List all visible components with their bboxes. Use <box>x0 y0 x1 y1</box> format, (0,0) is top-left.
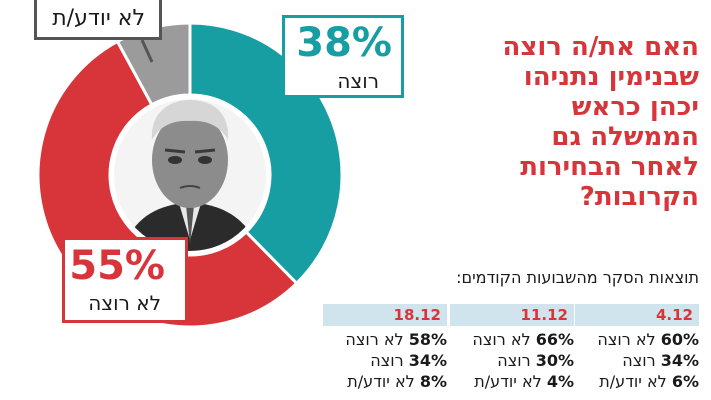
week-row: 4% לא יודע/ת <box>450 371 574 392</box>
callout-leader-want <box>260 54 286 82</box>
row-label: לא יודע/ת <box>347 372 415 391</box>
week-column: 4.12 60% לא רוצה 34% רוצה 6% לא יודע/ת <box>575 304 699 392</box>
week-row: 58% לא רוצה <box>323 329 447 350</box>
week-row: 34% רוצה <box>575 350 699 371</box>
week-date: 4.12 <box>575 304 699 326</box>
headline-line: הממשלה גם <box>551 122 699 152</box>
row-label: לא רוצה <box>345 330 404 349</box>
headline-line: לאחר הבחירות <box>520 152 699 182</box>
row-label: לא יודע/ת <box>599 372 667 391</box>
want-percent: 38% <box>296 20 392 66</box>
previous-results-title: תוצאות הסקר מהשבועות הקודמים: <box>456 268 699 287</box>
week-column: 18.12 58% לא רוצה 34% רוצה 8% לא יודע/ת <box>323 304 447 392</box>
row-percent: 60% <box>660 330 699 349</box>
row-percent: 8% <box>419 372 447 391</box>
row-label: רוצה <box>622 351 656 370</box>
headline-line: האם את/ה רוצה <box>502 32 699 62</box>
week-row: 60% לא רוצה <box>575 329 699 350</box>
callout-leader-notwant <box>52 205 70 241</box>
week-date: 18.12 <box>323 304 447 326</box>
callout-dont-know: לא יודע/ת <box>34 0 162 40</box>
row-label: לא רוצה <box>597 330 656 349</box>
row-percent: 66% <box>535 330 574 349</box>
row-percent: 58% <box>408 330 447 349</box>
want-label: רוצה <box>337 69 379 93</box>
row-label: רוצה <box>497 351 531 370</box>
headline: האם את/ה רוצה שבנימין נתניהו יכהן כראש ה… <box>469 32 699 212</box>
callout-not-want: 55% לא רוצה <box>62 237 188 323</box>
row-percent: 6% <box>671 372 699 391</box>
week-column: 11.12 66% לא רוצה 30% רוצה 4% לא יודע/ת <box>450 304 574 392</box>
not-want-label: לא רוצה <box>88 291 161 315</box>
row-percent: 4% <box>546 372 574 391</box>
week-row: 66% לא רוצה <box>450 329 574 350</box>
headline-line: הקרובות? <box>579 182 699 212</box>
row-percent: 30% <box>535 351 574 370</box>
portrait-photo <box>114 99 266 251</box>
week-row: 30% רוצה <box>450 350 574 371</box>
week-row: 8% לא יודע/ת <box>323 371 447 392</box>
week-row: 34% רוצה <box>323 350 447 371</box>
row-percent: 34% <box>408 351 447 370</box>
callout-want: 38% רוצה <box>282 15 404 98</box>
week-row: 6% לא יודע/ת <box>575 371 699 392</box>
week-date: 11.12 <box>450 304 574 326</box>
callout-leader-dk <box>140 39 154 63</box>
row-label: רוצה <box>370 351 404 370</box>
row-label: לא רוצה <box>472 330 531 349</box>
row-label: לא יודע/ת <box>474 372 542 391</box>
headline-line: יכהן כראש <box>571 92 699 122</box>
headline-line: שבנימין נתניהו <box>523 62 699 92</box>
not-want-percent: 55% <box>69 243 165 289</box>
row-percent: 34% <box>660 351 699 370</box>
dont-know-label: לא יודע/ת <box>52 6 145 31</box>
